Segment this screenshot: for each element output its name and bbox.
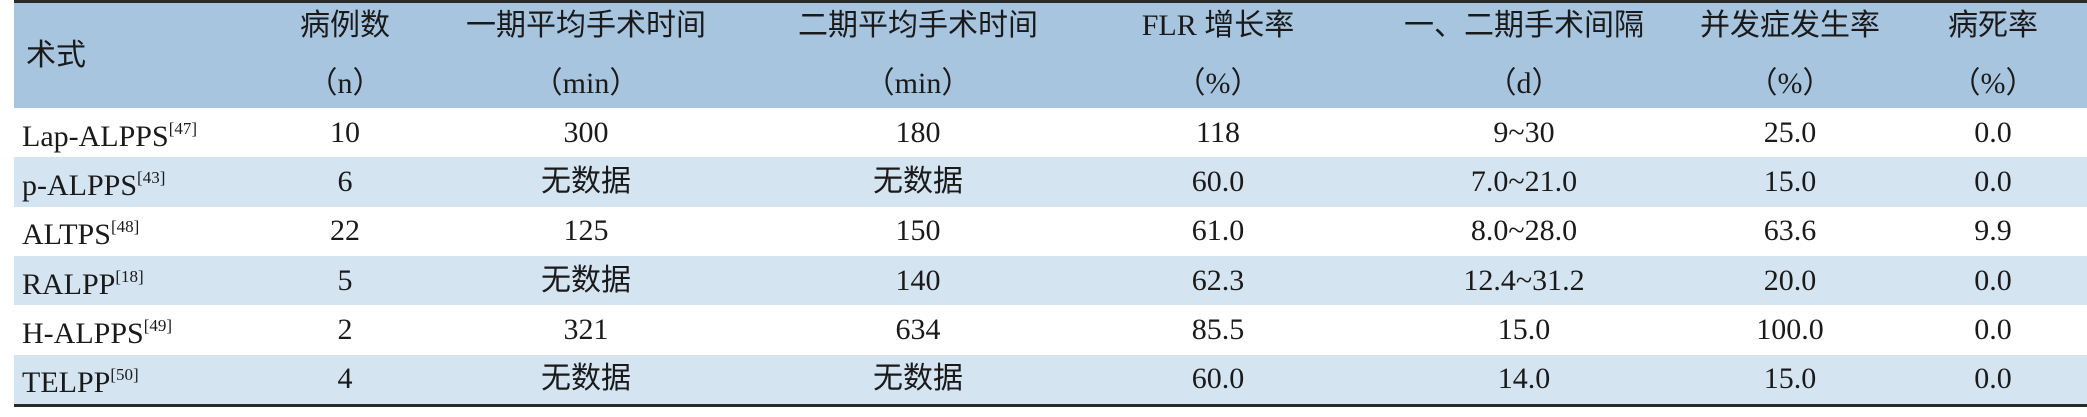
row-background (14, 255, 2087, 306)
data-cell: 20.0 (1763, 263, 1817, 297)
data-cell: 无数据 (873, 164, 963, 198)
reference: [49] (143, 315, 173, 335)
method-name: ALTPS (22, 218, 111, 252)
top-rule (14, 0, 2087, 3)
data-cell: 4 (337, 362, 353, 396)
row-name: p-ALPPS[43] (22, 158, 165, 206)
method-name: TELPP (22, 366, 111, 400)
data-cell: 321 (563, 312, 609, 346)
data-cell: 14.0 (1497, 362, 1551, 396)
header-cell: 一期平均手术时间 (466, 9, 706, 42)
method-name: RALPP (22, 267, 116, 301)
reference: [43] (137, 167, 166, 187)
data-cell: 无数据 (873, 362, 963, 396)
data-cell: 无数据 (541, 263, 631, 297)
row-background (14, 305, 2087, 355)
data-cell: 60.0 (1191, 164, 1245, 198)
row-background (14, 108, 2087, 158)
data-cell: 85.5 (1191, 312, 1245, 346)
data-cell: 61.0 (1191, 214, 1245, 248)
data-cell: 140 (895, 263, 941, 297)
row-background (14, 354, 2087, 404)
data-cell: 15.0 (1763, 362, 1817, 396)
row-name: H-ALPPS[49] (22, 306, 172, 354)
header-cell: 一、二期手术间隔 (1404, 9, 1644, 42)
row-background (14, 206, 2087, 256)
header-background (14, 0, 2087, 108)
data-cell: 60.0 (1191, 362, 1245, 396)
data-cell: 0.0 (1974, 312, 2012, 346)
header-unit: （n） (307, 67, 383, 100)
data-cell: 118 (1196, 115, 1240, 149)
header-cell: 术式 (26, 39, 86, 72)
bottom-rule (14, 403, 2087, 407)
header-cell: 病死率 (1948, 9, 2038, 42)
data-cell: 25.0 (1763, 115, 1817, 149)
data-cell: 125 (563, 214, 609, 248)
header-cell: 病例数 (300, 9, 390, 42)
header-unit: （%） (1950, 67, 2036, 100)
data-cell: 12.4~31.2 (1463, 263, 1585, 297)
data-cell: 150 (895, 214, 941, 248)
data-cell: 无数据 (541, 164, 631, 198)
header-cell: 二期平均手术时间 (798, 9, 1038, 42)
data-cell: 300 (563, 115, 609, 149)
data-cell: 100.0 (1756, 312, 1824, 346)
row-name: TELPP[50] (22, 355, 139, 403)
data-cell: 63.6 (1763, 214, 1817, 248)
reference: [18] (115, 266, 144, 286)
header-cell: FLR 增长率 (1141, 9, 1295, 42)
method-name: p-ALPPS (22, 168, 138, 202)
reference: [47] (168, 118, 198, 138)
method-name: H-ALPPS (22, 316, 144, 350)
row-name: ALTPS[48] (22, 207, 139, 255)
header-unit: （%） (1747, 67, 1833, 100)
data-cell: 0.0 (1974, 115, 2012, 149)
data-cell: 6 (337, 164, 353, 198)
data-cell: 5 (337, 263, 353, 297)
data-cell: 10 (330, 115, 360, 149)
reference: [48] (110, 217, 140, 237)
method-name: Lap-ALPPS (22, 119, 169, 153)
data-cell: 9~30 (1493, 115, 1555, 149)
data-cell: 2 (337, 312, 353, 346)
data-cell: 22 (330, 214, 360, 248)
data-cell: 15.0 (1497, 312, 1551, 346)
header-unit: （d） (1486, 67, 1562, 100)
header-unit: （min） (532, 67, 640, 100)
data-cell: 634 (895, 312, 941, 346)
data-cell: 0.0 (1974, 164, 2012, 198)
row-name: Lap-ALPPS[47] (22, 109, 197, 157)
data-cell: 62.3 (1191, 263, 1245, 297)
row-name: RALPP[18] (22, 257, 144, 305)
row-background (14, 157, 2087, 207)
data-cell: 0.0 (1974, 263, 2012, 297)
data-cell: 0.0 (1974, 362, 2012, 396)
data-cell: 无数据 (541, 362, 631, 396)
data-cell: 15.0 (1763, 164, 1817, 198)
header-unit: （%） (1175, 67, 1261, 100)
reference: [50] (110, 365, 139, 385)
data-cell: 8.0~28.0 (1470, 214, 1578, 248)
data-cell: 9.9 (1974, 214, 2012, 248)
data-cell: 180 (895, 115, 941, 149)
header-unit: （min） (864, 67, 972, 100)
data-cell: 7.0~21.0 (1470, 164, 1578, 198)
header-cell: 并发症发生率 (1700, 9, 1880, 42)
